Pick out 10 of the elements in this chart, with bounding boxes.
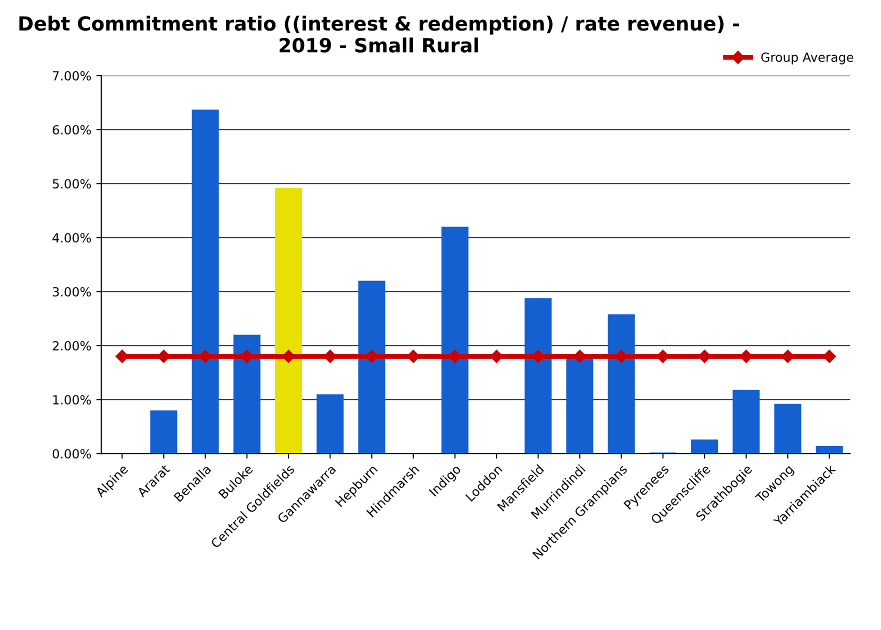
chart-title: Debt Commitment ratio ((interest & redemption) / rate revenue) - 2019 - Small Rural	[19, 16, 739, 53]
y-tick-label: 3.00%	[52, 287, 91, 297]
y-tick-label: 0.00%	[52, 449, 91, 459]
y-tick-label: 6.00%	[52, 125, 91, 135]
y-tick-label: 7.00%	[52, 71, 91, 81]
y-tick-label: 4.00%	[52, 233, 91, 243]
y-tick-label: 5.00%	[52, 179, 91, 189]
legend-label: Group Average	[761, 52, 854, 64]
y-tick-label: 2.00%	[52, 341, 91, 351]
y-tick-label: 1.00%	[53, 395, 91, 405]
